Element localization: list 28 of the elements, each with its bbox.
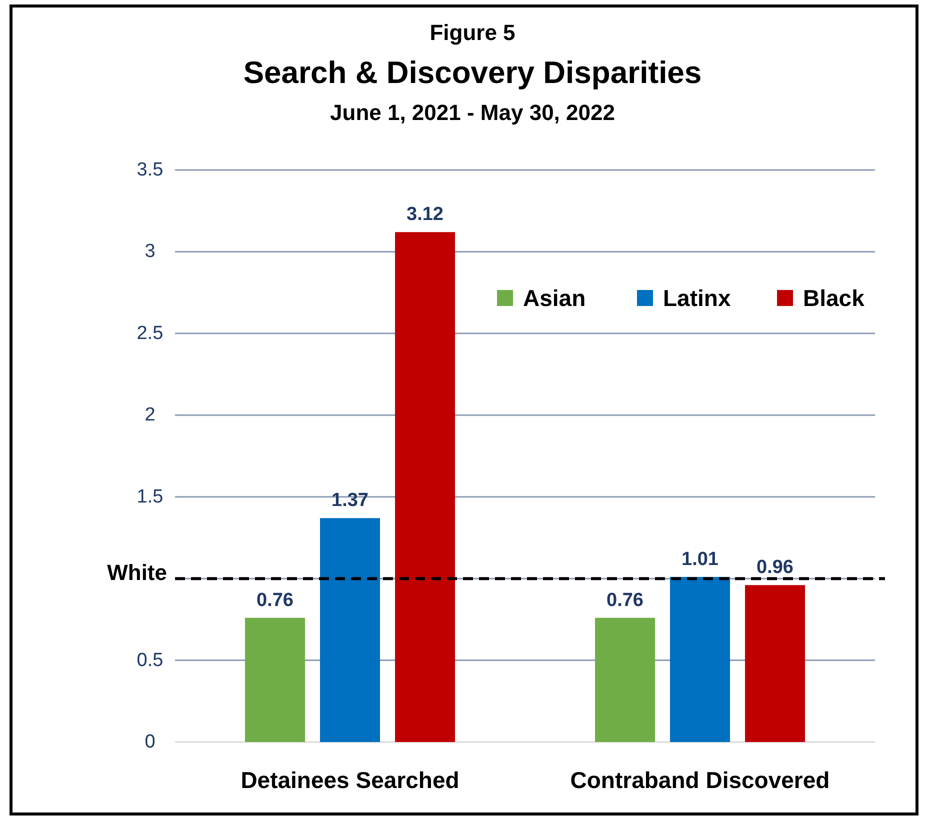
data-label: 0.96 [756, 557, 794, 578]
y-tick-label: 1.5 [136, 486, 164, 508]
data-label: 0.76 [606, 590, 644, 611]
y-tick-label: 3.5 [136, 160, 164, 180]
bar [395, 232, 455, 742]
data-label: 1.01 [682, 548, 719, 570]
legend-label: Asian [523, 285, 586, 311]
bar [595, 618, 655, 742]
bar [320, 518, 380, 742]
data-label: 0.76 [256, 590, 294, 611]
bar [245, 618, 305, 742]
caption: Figure 5 [430, 20, 516, 45]
chart-title: Search & Discovery Disparities [243, 55, 702, 90]
y-tick-label: 2.5 [136, 322, 164, 344]
bar [670, 576, 730, 742]
x-tick-label: Detainees Searched [240, 767, 460, 793]
data-label: 3.12 [406, 204, 444, 226]
x-tick-label: Contraband Discovered [570, 767, 830, 793]
y-tick-label: 3 [144, 241, 156, 262]
bar [745, 585, 805, 742]
chart-subtitle: June 1, 2021 - May 30, 2022 [330, 100, 615, 125]
y-tick-label: 0 [144, 732, 156, 752]
y-tick-label: 0.5 [136, 650, 164, 671]
data-label: 1.37 [332, 490, 368, 512]
ref-line-label: White [107, 560, 167, 586]
y-tick-label: 2 [144, 404, 156, 426]
legend-label: Black [803, 285, 865, 311]
legend-label: Latinx [663, 285, 731, 311]
